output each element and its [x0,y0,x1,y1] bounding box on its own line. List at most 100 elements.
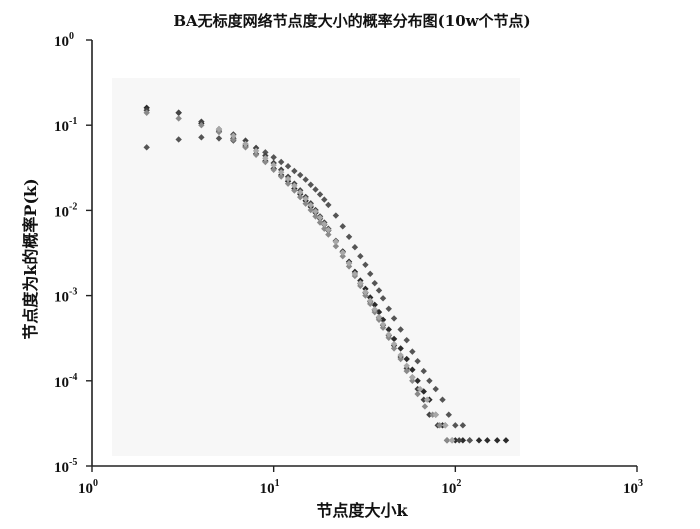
scatter-point [426,411,433,418]
scatter-point [375,287,383,294]
scatter-point [439,396,446,403]
scatter-point [397,355,404,363]
scatter-point [316,219,324,226]
scatter-point [397,351,404,359]
scatter-point [262,154,269,162]
scatter-point [385,305,392,312]
scatter-point [297,189,304,196]
scatter-point [385,326,392,333]
scatter-point [262,158,269,166]
scatter-point [291,187,298,194]
scatter-point [351,243,359,251]
scatter-point [371,279,378,287]
scatter-point [297,171,304,179]
scatter-point [421,403,429,410]
scatter-point [270,161,277,169]
y-axis-label: 节点度为k的概率P(k) [21,178,40,339]
scatter-point [367,294,374,301]
scatter-point [414,377,421,384]
x-axis-label: 节点度大小k [316,501,408,520]
scatter-point [436,422,443,429]
scatter-point [409,374,416,381]
scatter-point [403,355,410,363]
scatter-point [321,196,328,203]
scatter-point [475,437,483,444]
scatter-point [371,301,378,308]
scatter-point [414,390,421,398]
scatter-point [493,437,501,444]
scatter-point [502,437,510,444]
scatter-point [452,422,459,429]
scatter-point [390,315,398,322]
scatter-point [345,233,353,240]
scatter-point [339,223,346,230]
scatter-point [230,132,237,140]
scatter-point [409,348,416,355]
scatter-point [403,367,410,375]
scatter-point [302,176,309,183]
scatter-point [312,208,319,215]
scatter-point [143,109,150,116]
chart-title: BA无标度网络节点度大小的概率分布图(10w个节点) [173,12,530,30]
scatter-point [459,422,467,429]
scatter-point [445,411,452,418]
scatter-point [242,140,249,148]
scatter-point [262,149,269,156]
scatter-point [252,151,260,158]
scatter-point [284,163,292,170]
scatter-point [397,326,404,333]
x-tick-label: 103 [623,478,643,497]
scatter-point [423,396,431,403]
scatter-point [466,437,473,444]
scatter-point [198,134,205,141]
scatter-point [420,396,427,403]
scatter-point [316,214,324,221]
scatter-point [362,292,369,299]
scatter-point [409,377,416,384]
scatter-point [297,193,304,201]
scatter-point [175,115,182,122]
scatter-point [357,279,364,287]
scatter-point [455,437,463,444]
scatter-point [316,191,324,198]
scatter-point [339,249,346,256]
scatter-point [302,200,309,207]
scatter-point [270,154,277,161]
scatter-point [390,340,398,348]
y-tick-label: 10-1 [54,116,77,135]
scatter-point [339,253,346,260]
scatter-point [403,336,410,344]
y-tick-label: 10-2 [54,201,77,220]
scatter-point [312,186,319,193]
scatter-point [351,270,359,278]
scatter-point [291,167,298,175]
x-tick-label: 100 [78,478,98,497]
x-tick-label: 101 [260,478,280,497]
scatter-point [416,385,424,393]
scatter-point [325,226,332,234]
scatter-point [375,308,383,316]
scatter-point [390,335,398,343]
scatter-point [362,261,369,268]
scatter-point [426,377,433,384]
scatter-point [403,362,410,369]
scatter-point [284,175,292,183]
scatter-point [375,313,383,321]
scatter-point [414,357,421,365]
scatter-point [143,144,150,151]
scatter-point [452,437,459,444]
y-tick-label: 10-3 [54,287,77,306]
scatter-point [379,295,387,302]
scatter-point [230,136,237,143]
scatter-point [385,334,392,341]
scatter-point [367,297,374,304]
scatter-point [432,411,439,418]
scatter-point [459,437,467,444]
scatter-point [252,147,260,155]
scatter-point [390,345,398,352]
scatter-point [385,331,392,338]
x-tick-label: 102 [441,478,461,497]
y-tick-label: 10-5 [54,457,77,476]
scatter-point [277,158,285,166]
